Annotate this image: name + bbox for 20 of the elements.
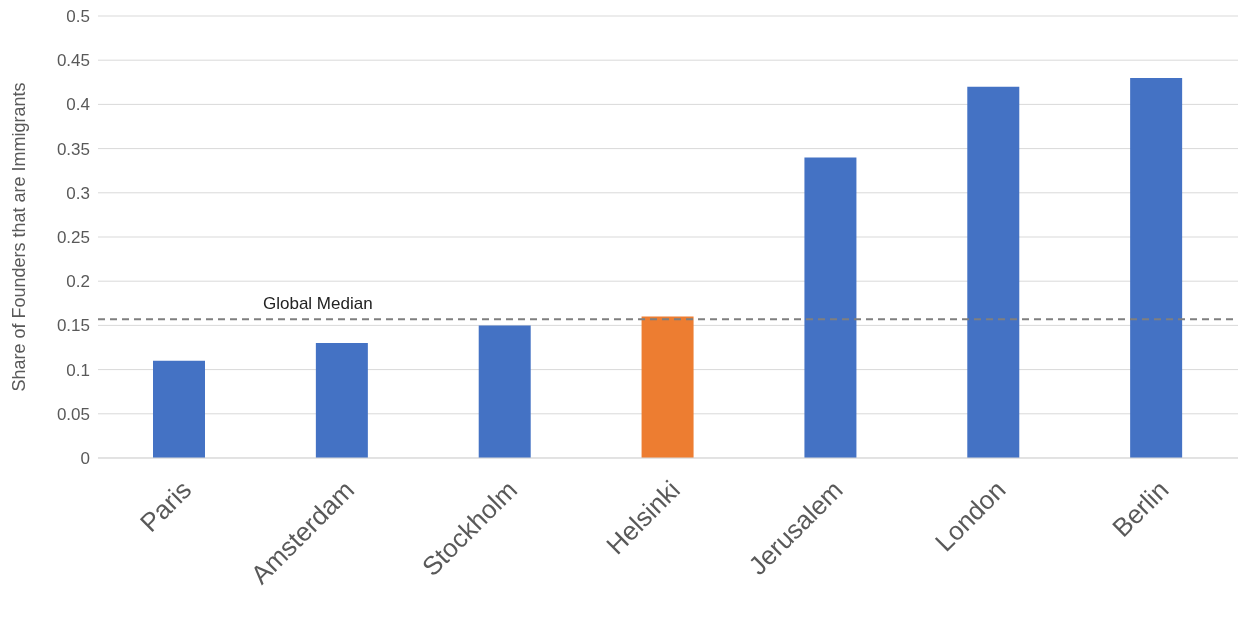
bar — [804, 157, 857, 458]
bar — [153, 360, 205, 458]
y-tick-label: 0.35 — [56, 139, 90, 159]
y-tick-label: 0.25 — [56, 228, 90, 248]
y-axis-title: Share of Founders that are Immigrants — [9, 82, 30, 392]
y-tick-label: 0.3 — [66, 183, 90, 203]
bar — [1130, 77, 1183, 458]
y-tick-label: 0.2 — [66, 272, 90, 292]
ref-line-label: Global Median — [263, 294, 373, 314]
y-tick-label: 0.4 — [66, 95, 90, 115]
bar — [478, 325, 531, 458]
bar — [641, 316, 694, 458]
y-tick-label: 0.5 — [66, 7, 90, 27]
bar — [315, 343, 368, 458]
y-tick-label: 0.1 — [66, 360, 90, 380]
y-tick-label: 0.05 — [56, 404, 90, 424]
y-tick-label: 0.45 — [56, 51, 90, 71]
y-tick-label: 0.15 — [56, 316, 90, 336]
bar — [967, 86, 1020, 458]
y-tick-label: 0 — [80, 449, 90, 469]
